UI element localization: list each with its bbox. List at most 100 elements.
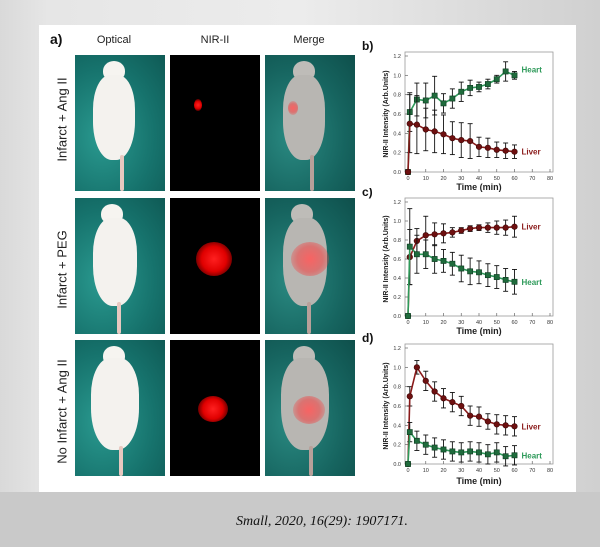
y-tick-label: 0.4 — [393, 423, 401, 429]
data-point-heart — [511, 452, 518, 459]
data-point-liver — [431, 128, 438, 135]
x-tick-label: 70 — [529, 320, 535, 326]
chart-c: c) 0.0 0.2 0.4 0.6 0.8 1.0 1.2 0 10 20 30 40 50 60 70 80… — [362, 188, 554, 336]
x-tick-label: 40 — [476, 468, 482, 474]
data-point-heart — [476, 84, 482, 90]
data-point-heart — [449, 260, 456, 267]
data-point-liver — [493, 421, 500, 428]
data-point-heart — [493, 76, 500, 83]
y-tick-label: 0.4 — [393, 131, 401, 137]
x-tick-label: 30 — [458, 320, 464, 326]
data-point-liver — [458, 136, 465, 144]
data-point-heart — [431, 256, 438, 262]
data-point-liver — [484, 418, 491, 425]
x-tick-label: 40 — [476, 320, 482, 326]
y-axis-label: NIR-II Intensity (Arb.Units) — [383, 70, 390, 157]
data-point-liver — [467, 225, 474, 232]
nir-signal — [293, 396, 325, 424]
legend-liver: Liver — [522, 422, 541, 431]
data-point-heart — [440, 446, 447, 453]
data-point-liver — [422, 377, 429, 384]
data-point-liver — [449, 229, 456, 236]
panel-a-label: a) — [50, 31, 63, 47]
row-label-3: No Infarct + Ang II — [54, 359, 70, 464]
y-tick-label: 0.0 — [393, 170, 401, 176]
data-point-liver — [404, 168, 412, 176]
chart-d: d) 0.0 0.2 0.4 0.6 0.8 1.0 1.2 0 10 20 30 40 50 60 70 80… — [362, 331, 554, 486]
optical-image-1 — [75, 55, 165, 191]
data-point-liver — [458, 227, 465, 234]
data-point-liver — [449, 399, 456, 406]
x-axis-label: Time (min) — [456, 326, 501, 336]
row-label-1: Infarct + Ang II — [54, 77, 70, 162]
data-point-liver — [493, 224, 500, 231]
chart-b: b) 0.0 0.2 0.4 0.6 0.8 1.0 1.2 0 10 20 30 40 50 60 70 80… — [362, 40, 554, 192]
nir-image-2 — [170, 198, 260, 334]
data-point-heart — [413, 437, 420, 444]
x-tick-label: 60 — [511, 176, 517, 182]
data-point-liver — [511, 223, 518, 230]
data-point-heart — [449, 95, 456, 102]
data-point-heart — [502, 68, 509, 75]
data-point-heart — [476, 269, 482, 276]
panel-label: b) — [362, 40, 373, 53]
x-tick-label: 80 — [547, 176, 553, 182]
data-point-heart — [406, 429, 413, 435]
data-point-heart — [502, 453, 509, 460]
data-point-liver — [475, 413, 483, 420]
data-point-liver — [467, 137, 474, 145]
nir-signal — [288, 101, 298, 115]
legend-heart: Heart — [522, 65, 543, 74]
x-tick-label: 10 — [423, 468, 429, 474]
y-tick-label: 1.0 — [393, 219, 401, 225]
data-point-liver — [431, 388, 438, 395]
data-point-liver — [484, 144, 491, 151]
y-tick-label: 0.2 — [393, 443, 401, 449]
y-tick-label: 1.0 — [393, 365, 401, 371]
x-tick-label: 70 — [529, 468, 535, 474]
x-tick-label: 20 — [440, 176, 446, 182]
row-label-2: Infarct + PEG — [54, 230, 70, 309]
nir-signal — [198, 396, 228, 422]
data-point-heart — [405, 313, 411, 319]
data-point-liver — [475, 143, 483, 150]
y-tick-label: 1.0 — [393, 73, 401, 79]
optical-image-2 — [75, 198, 165, 334]
y-axis-label: NIR-II Intensity (Arb.Units) — [383, 215, 390, 302]
y-tick-label: 0.8 — [393, 93, 401, 99]
y-tick-label: 1.2 — [393, 200, 401, 206]
citation: Small, 2020, 16(29): 1907171. — [236, 514, 408, 529]
y-tick-label: 0.8 — [393, 238, 401, 244]
y-tick-label: 0.4 — [393, 276, 401, 282]
data-point-heart — [493, 449, 500, 456]
data-point-heart — [502, 277, 509, 283]
nir-signal — [194, 99, 202, 111]
data-point-heart — [422, 441, 429, 448]
x-tick-label: 10 — [423, 176, 429, 182]
data-point-liver — [406, 120, 413, 127]
data-point-heart — [467, 448, 474, 455]
data-point-heart — [511, 278, 518, 285]
panel-label: d) — [362, 331, 373, 345]
y-tick-label: 0.6 — [393, 112, 401, 118]
data-point-heart — [467, 268, 474, 275]
x-tick-label: 60 — [511, 468, 517, 474]
x-tick-label: 60 — [511, 320, 517, 326]
data-point-heart — [511, 72, 518, 79]
data-point-liver — [502, 224, 509, 231]
data-point-heart — [484, 272, 491, 279]
data-point-liver — [422, 232, 429, 239]
nir-signal — [196, 242, 232, 276]
x-tick-label: 50 — [494, 468, 500, 474]
data-point-liver — [502, 147, 509, 154]
data-point-heart — [405, 461, 411, 467]
data-point-heart — [440, 100, 447, 107]
column-header-nir: NIR-II — [200, 34, 230, 46]
merge-image-2 — [265, 198, 355, 334]
data-point-liver — [440, 230, 447, 237]
x-tick-label: 0 — [406, 468, 409, 474]
data-point-heart — [406, 243, 413, 250]
x-tick-label: 20 — [440, 468, 446, 474]
slide-footer-band — [0, 492, 600, 547]
data-point-liver — [422, 126, 429, 133]
